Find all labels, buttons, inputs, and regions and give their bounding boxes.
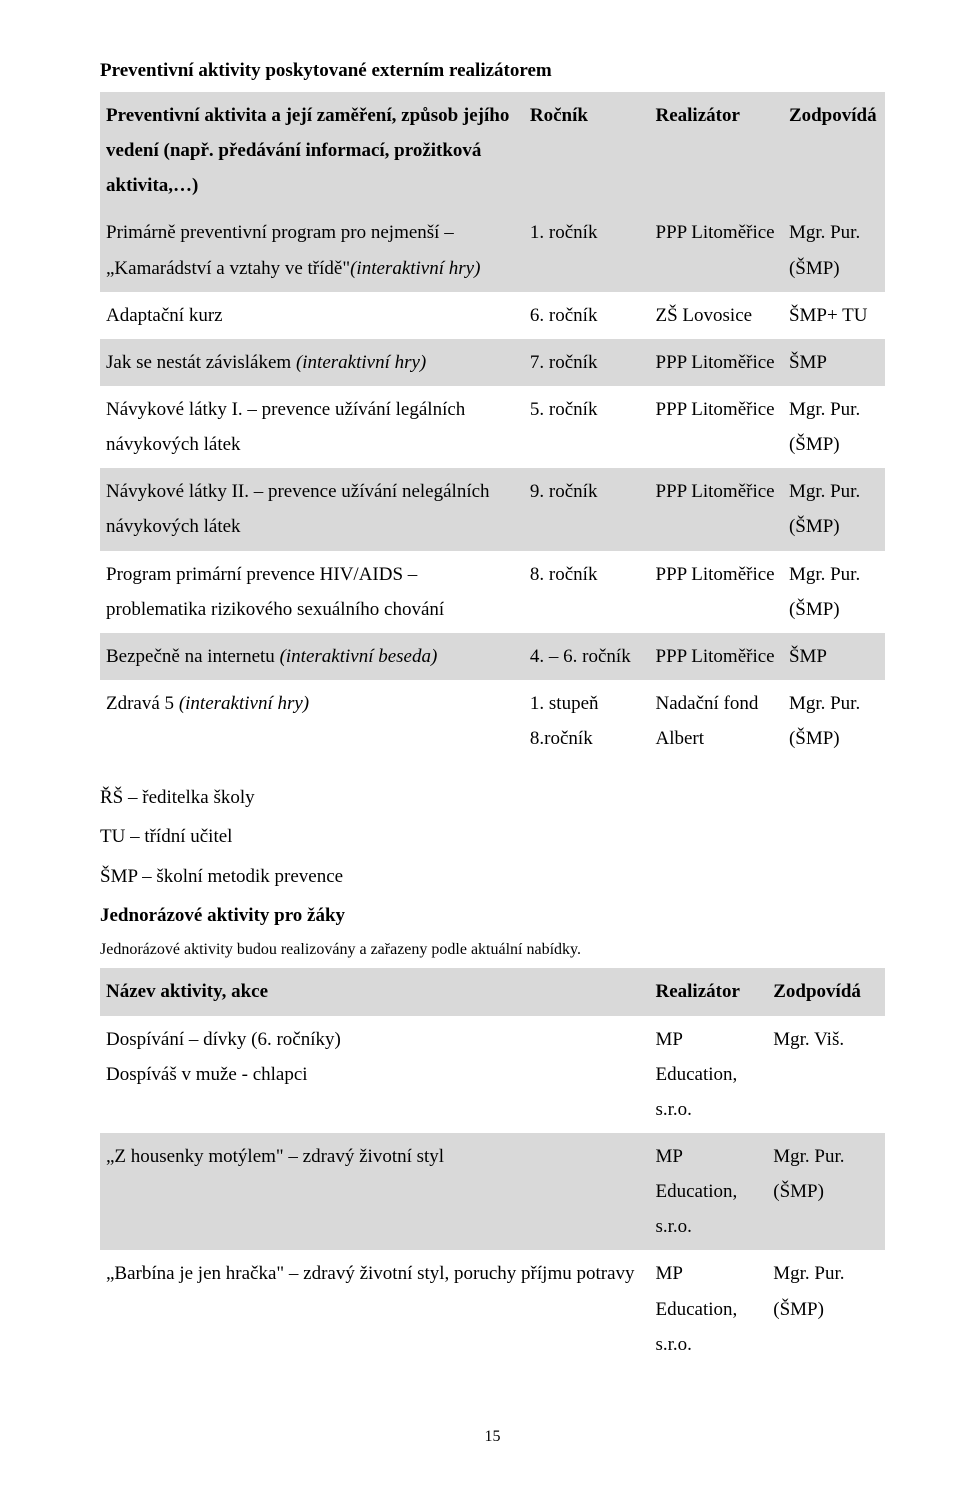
table-row: „Barbína je jen hračka" – zdravý životní… bbox=[100, 1250, 885, 1367]
table-2-header-row: Název aktivity, akce Realizátor Zodpovíd… bbox=[100, 968, 885, 1015]
table-cell: PPP Litoměřice bbox=[650, 468, 783, 550]
table-row: Bezpečně na internetu (interaktivní bese… bbox=[100, 633, 885, 680]
section2-title: Jednorázové aktivity pro žáky bbox=[100, 898, 885, 933]
table-row: Jak se nestát závislákem (interaktivní h… bbox=[100, 339, 885, 386]
section1-title: Preventivní aktivity poskytované externí… bbox=[100, 60, 885, 82]
cell-text: Bezpečně na internetu bbox=[106, 646, 280, 667]
table-cell: Program primární prevence HIV/AIDS – pro… bbox=[100, 551, 524, 633]
table-cell: Mgr. Pur. (ŠMP) bbox=[783, 468, 885, 550]
table-cell: ŠMP bbox=[783, 339, 885, 386]
table-cell: Mgr. Pur. (ŠMP) bbox=[783, 386, 885, 468]
section2-note: Jednorázové aktivity budou realizovány a… bbox=[100, 937, 885, 963]
table-cell: PPP Litoměřice bbox=[650, 339, 783, 386]
table-cell: Zdravá 5 (interaktivní hry) bbox=[100, 680, 524, 762]
legend-line-1: ŘŠ – ředitelka školy bbox=[100, 780, 885, 815]
table-cell: MP Education, s.r.o. bbox=[650, 1133, 768, 1250]
table-2-header-c3: Zodpovídá bbox=[767, 968, 885, 1015]
table-row: Dospívání – dívky (6. ročníky) Dospíváš … bbox=[100, 1016, 885, 1133]
table-1-header-c2: Ročník bbox=[524, 92, 650, 209]
table-1-header-c1: Preventivní aktivita a její zaměření, zp… bbox=[100, 92, 524, 209]
cell-text: Program primární prevence HIV/AIDS – pro… bbox=[106, 564, 444, 620]
table-cell: 4. – 6. ročník bbox=[524, 633, 650, 680]
table-cell: ZŠ Lovosice bbox=[650, 292, 783, 339]
table-2: Název aktivity, akce Realizátor Zodpovíd… bbox=[100, 968, 885, 1367]
cell-text: Návykové látky I. – prevence užívání leg… bbox=[106, 399, 465, 455]
table-cell: Návykové látky II. – prevence užívání ne… bbox=[100, 468, 524, 550]
table-row: Návykové látky II. – prevence užívání ne… bbox=[100, 468, 885, 550]
cell-text: Jak se nestát závislákem bbox=[106, 352, 296, 373]
table-cell: Návykové látky I. – prevence užívání leg… bbox=[100, 386, 524, 468]
table-cell: Primárně preventivní program pro nejmenš… bbox=[100, 209, 524, 291]
table-row: Návykové látky I. – prevence užívání leg… bbox=[100, 386, 885, 468]
table-cell: Mgr. Viš. bbox=[767, 1016, 885, 1133]
table-cell: 9. ročník bbox=[524, 468, 650, 550]
table-cell: PPP Litoměřice bbox=[650, 386, 783, 468]
table-cell: Mgr. Pur. (ŠMP) bbox=[783, 551, 885, 633]
table-cell: „Barbína je jen hračka" – zdravý životní… bbox=[100, 1250, 650, 1367]
table-cell: 6. ročník bbox=[524, 292, 650, 339]
legend-line-3: ŠMP – školní metodik prevence bbox=[100, 859, 885, 894]
table-1-header-c4: Zodpovídá bbox=[783, 92, 885, 209]
cell-text: Návykové látky II. – prevence užívání ne… bbox=[106, 481, 490, 537]
table-cell: PPP Litoměřice bbox=[650, 209, 783, 291]
cell-text: Zdravá 5 bbox=[106, 693, 179, 714]
table-cell: MP Education, s.r.o. bbox=[650, 1016, 768, 1133]
table-cell: MP Education, s.r.o. bbox=[650, 1250, 768, 1367]
table-cell: Mgr. Pur. (ŠMP) bbox=[767, 1133, 885, 1250]
table-cell: Adaptační kurz bbox=[100, 292, 524, 339]
table-cell: 1. stupeň 8.ročník bbox=[524, 680, 650, 762]
table-row: Zdravá 5 (interaktivní hry)1. stupeň 8.r… bbox=[100, 680, 885, 762]
cell-italic: (interaktivní beseda) bbox=[280, 646, 438, 667]
cell-italic: (interaktivní hry) bbox=[350, 258, 480, 279]
table-1-header-row: Preventivní aktivita a její zaměření, zp… bbox=[100, 92, 885, 209]
cell-italic: (interaktivní hry) bbox=[296, 352, 426, 373]
table-cell: Mgr. Pur. (ŠMP) bbox=[783, 209, 885, 291]
table-cell: Bezpečně na internetu (interaktivní bese… bbox=[100, 633, 524, 680]
cell-italic: (interaktivní hry) bbox=[179, 693, 309, 714]
page: Preventivní aktivity poskytované externí… bbox=[0, 0, 960, 1486]
table-cell: Mgr. Pur. (ŠMP) bbox=[783, 680, 885, 762]
table-cell: 7. ročník bbox=[524, 339, 650, 386]
table-cell: Dospívání – dívky (6. ročníky) Dospíváš … bbox=[100, 1016, 650, 1133]
table-cell: 5. ročník bbox=[524, 386, 650, 468]
table-row: Adaptační kurz 6. ročníkZŠ Lovosice ŠMP+ … bbox=[100, 292, 885, 339]
page-number: 15 bbox=[100, 1428, 885, 1446]
table-row: „Z housenky motýlem" – zdravý životní st… bbox=[100, 1133, 885, 1250]
table-2-header-c2: Realizátor bbox=[650, 968, 768, 1015]
table-cell: PPP Litoměřice bbox=[650, 551, 783, 633]
legend-line-2: TU – třídní učitel bbox=[100, 819, 885, 854]
table-cell: PPP Litoměřice bbox=[650, 633, 783, 680]
table-1-header-c3: Realizátor bbox=[650, 92, 783, 209]
table-row: Program primární prevence HIV/AIDS – pro… bbox=[100, 551, 885, 633]
table-cell: Nadační fond Albert bbox=[650, 680, 783, 762]
table-cell: Jak se nestát závislákem (interaktivní h… bbox=[100, 339, 524, 386]
table-1: Preventivní aktivita a její zaměření, zp… bbox=[100, 92, 885, 762]
cell-text: Adaptační kurz bbox=[106, 305, 223, 326]
table-2-header-c1: Název aktivity, akce bbox=[100, 968, 650, 1015]
table-cell: „Z housenky motýlem" – zdravý životní st… bbox=[100, 1133, 650, 1250]
table-cell: 8. ročník bbox=[524, 551, 650, 633]
table-row: Primárně preventivní program pro nejmenš… bbox=[100, 209, 885, 291]
table-cell: ŠMP bbox=[783, 633, 885, 680]
table-cell: ŠMP+ TU bbox=[783, 292, 885, 339]
table-cell: 1. ročník bbox=[524, 209, 650, 291]
table-cell: Mgr. Pur. (ŠMP) bbox=[767, 1250, 885, 1367]
